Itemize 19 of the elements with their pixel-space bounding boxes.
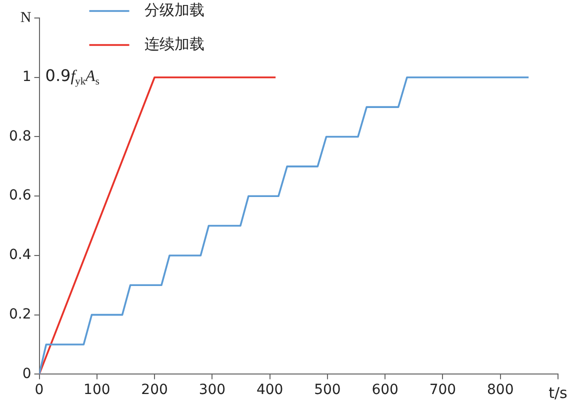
y-tick-label: 0.4 (9, 247, 32, 264)
legend-label: 连续加载 (144, 34, 204, 53)
x-tick-label: 400 (256, 382, 284, 398)
x-tick-label: 300 (198, 382, 226, 398)
x-tick-label: 100 (84, 382, 110, 398)
y-tick-label: 0.2 (9, 306, 32, 322)
y-tick-label: 0 (22, 366, 32, 382)
x-tick-label: 600 (372, 382, 398, 398)
y-axis-title: N (20, 10, 32, 26)
x-tick-label: 500 (314, 382, 341, 398)
x-tick-label: 700 (429, 382, 456, 398)
y-tick-label: 0.6 (9, 188, 32, 204)
y-tick-label: 1 (22, 69, 32, 86)
y-tick-label: 0.8 (9, 128, 32, 144)
x-tick-label: 200 (141, 382, 168, 398)
x-tick-label: 0 (34, 382, 44, 398)
x-tick-label: 800 (486, 382, 514, 398)
x-axis-title: t/s (548, 384, 568, 402)
legend-label: 分级加载 (144, 0, 204, 19)
